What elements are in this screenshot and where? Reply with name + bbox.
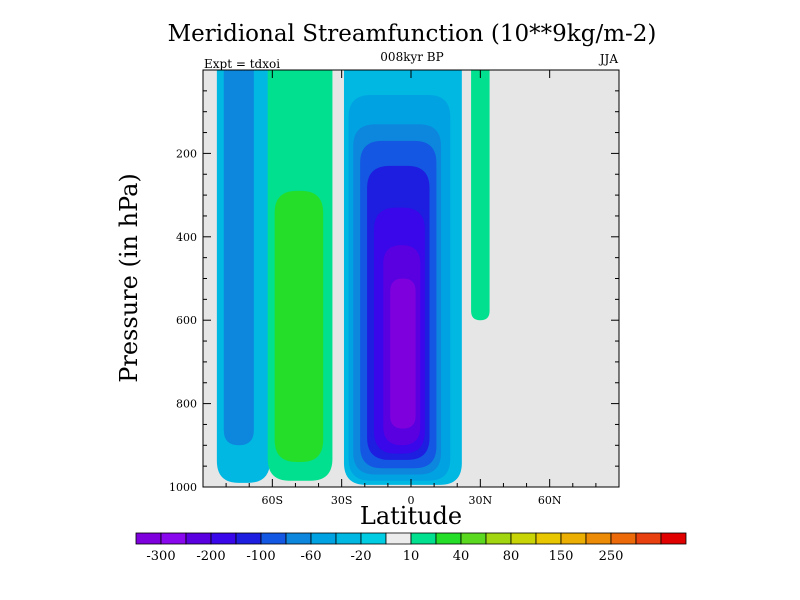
colorbar-swatch	[535, 532, 562, 545]
chart-subtitle-center: 008kyr BP	[380, 50, 443, 64]
colorbar-label: 250	[599, 549, 624, 564]
y-tick-label: 1000	[169, 481, 197, 494]
x-tick-label: 60N	[538, 494, 562, 507]
colorbar-swatch	[485, 532, 512, 545]
x-tick-label: 0	[408, 494, 415, 507]
colorbar-label: -20	[351, 549, 372, 564]
contour-level-neg250	[390, 278, 416, 429]
colorbar-label: -300	[146, 549, 175, 564]
sh-polar-cell	[216, 70, 271, 483]
y-tick-label: 200	[176, 147, 197, 160]
colorbar-label: 80	[503, 549, 520, 564]
contour-fills	[216, 70, 490, 485]
contour-level-40	[274, 190, 324, 462]
colorbar-label: 150	[549, 549, 574, 564]
chart-subtitle-left: Expt = tdxoi	[204, 57, 280, 71]
plot-area: 60S 30S 0 30N 60N 200 400 600 800 1000	[169, 69, 620, 507]
contour-level-10	[471, 70, 490, 321]
colorbar-label: -60	[301, 549, 322, 564]
nh-cell	[471, 70, 490, 321]
colorbar-swatch	[360, 532, 387, 545]
colorbar-swatch	[435, 532, 462, 545]
x-tick-label: 30N	[469, 494, 493, 507]
colorbar-label: -200	[196, 549, 225, 564]
colorbar-swatch	[285, 532, 312, 545]
hadley-cell	[343, 70, 462, 485]
chart-subtitle-right: JJA	[598, 52, 619, 66]
colorbar-label: 40	[453, 549, 470, 564]
colorbar-swatch	[160, 532, 187, 545]
colorbar-swatch	[635, 532, 662, 545]
y-axis-ticks: 200 400 600 800 1000	[169, 90, 619, 494]
colorbar-label: -100	[246, 549, 275, 564]
ferrel-cell	[267, 70, 333, 481]
colorbar-swatch	[335, 532, 362, 545]
y-axis-label: Pressure (in hPa)	[115, 173, 143, 383]
contour-level-neg40	[223, 70, 254, 446]
colorbar-swatch	[510, 532, 537, 545]
colorbar-swatch	[185, 532, 212, 545]
colorbar-swatch	[235, 532, 262, 545]
colorbar-swatch	[260, 532, 287, 545]
colorbar-swatch	[585, 532, 612, 545]
colorbar-swatch	[135, 532, 162, 545]
y-tick-label: 800	[176, 398, 197, 411]
colorbar-swatch	[610, 532, 637, 545]
x-tick-label: 30S	[331, 494, 353, 507]
colorbar-swatch	[410, 532, 437, 545]
chart-title: Meridional Streamfunction (10**9kg/m-2)	[168, 21, 657, 47]
colorbar-swatch	[210, 532, 237, 545]
colorbar: -300 -200 -100 -60 -20 10 40 80 150 250	[135, 532, 687, 564]
x-tick-label: 60S	[262, 494, 284, 507]
colorbar-swatch	[560, 532, 587, 545]
y-tick-label: 600	[176, 314, 197, 327]
colorbar-label: 10	[403, 549, 420, 564]
colorbar-swatch	[660, 532, 687, 545]
y-tick-label: 400	[176, 231, 197, 244]
x-axis-label: Latitude	[360, 502, 462, 530]
x-axis-ticks: 60S 30S 0 30N 60N	[225, 70, 597, 507]
colorbar-swatch	[310, 532, 337, 545]
colorbar-swatch	[460, 532, 487, 545]
colorbar-swatch	[385, 532, 412, 545]
